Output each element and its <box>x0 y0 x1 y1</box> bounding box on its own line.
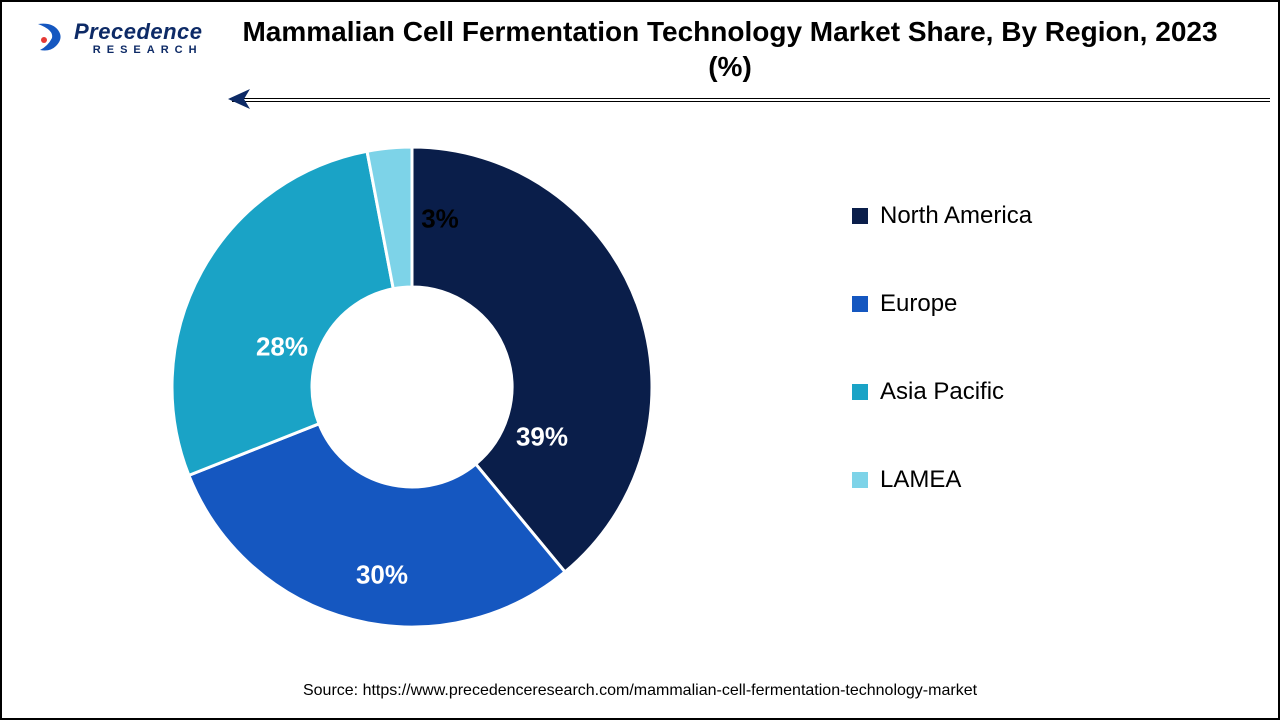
title-underline <box>232 98 1270 99</box>
legend-item: LAMEA <box>852 466 1032 494</box>
source-line: Source: https://www.precedenceresearch.c… <box>2 682 1278 700</box>
brand-logo: Precedence RESEARCH <box>32 20 203 56</box>
segment-label: 39% <box>516 422 568 453</box>
legend-label: Asia Pacific <box>880 378 1004 406</box>
donut-chart: 39% 30% 28% 3% <box>172 147 652 627</box>
legend-swatch-icon <box>852 384 868 400</box>
legend-item: Europe <box>852 290 1032 318</box>
logo-word-2: RESEARCH <box>74 45 203 56</box>
legend-swatch-icon <box>852 296 868 312</box>
source-prefix: Source: <box>303 682 363 699</box>
chart-frame: Precedence RESEARCH Mammalian Cell Ferme… <box>0 0 1280 720</box>
segment-label: 30% <box>356 560 408 591</box>
legend-label: LAMEA <box>880 466 961 494</box>
donut-hole <box>312 287 512 487</box>
legend-swatch-icon <box>852 472 868 488</box>
segment-label: 28% <box>256 332 308 363</box>
legend-label: North America <box>880 202 1032 230</box>
logo-text: Precedence RESEARCH <box>74 21 203 56</box>
title-underline-2 <box>232 101 1270 102</box>
legend-label: Europe <box>880 290 957 318</box>
arrow-left-icon <box>228 88 256 115</box>
legend-swatch-icon <box>852 208 868 224</box>
legend-item: Asia Pacific <box>852 378 1032 406</box>
legend-item: North America <box>852 202 1032 230</box>
logo-mark-icon <box>32 20 68 56</box>
segment-label: 3% <box>421 204 459 235</box>
source-url: https://www.precedenceresearch.com/mamma… <box>363 682 977 699</box>
logo-word-1: Precedence <box>74 21 203 43</box>
chart-title: Mammalian Cell Fermentation Technology M… <box>222 14 1238 84</box>
legend: North America Europe Asia Pacific LAMEA <box>852 202 1032 494</box>
